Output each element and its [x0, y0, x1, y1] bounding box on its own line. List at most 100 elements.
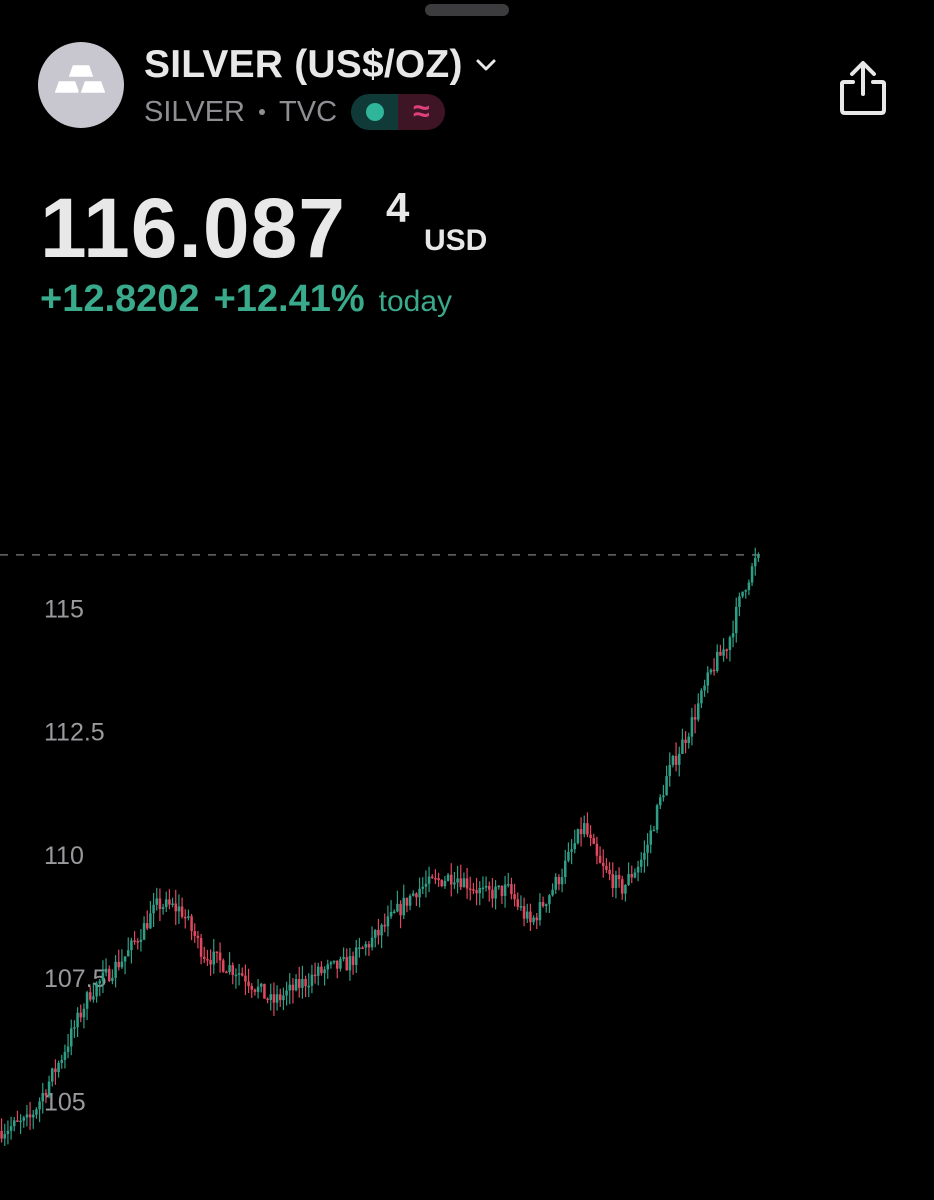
candle	[750, 562, 754, 586]
candle-body	[193, 931, 197, 936]
candle	[620, 875, 624, 900]
candle	[592, 833, 596, 845]
candle	[696, 693, 700, 722]
candle-body	[35, 1109, 38, 1115]
candle-body	[750, 566, 754, 583]
candle	[253, 988, 257, 996]
candle-body	[462, 878, 466, 888]
candle	[209, 949, 212, 976]
candle	[487, 881, 491, 902]
candle	[187, 909, 190, 921]
candle-body	[579, 829, 583, 835]
candle	[244, 964, 247, 996]
candle	[44, 1089, 48, 1104]
silver-bars-icon	[51, 62, 109, 96]
candle-body	[294, 979, 298, 991]
candle	[601, 849, 605, 878]
candle-body	[9, 1126, 13, 1131]
candle	[63, 1044, 67, 1069]
candle	[681, 728, 684, 755]
candle-body	[278, 994, 282, 1001]
candle	[92, 982, 95, 1003]
candle	[668, 752, 672, 787]
candle	[402, 884, 406, 920]
candle-body	[104, 968, 108, 973]
candle-body	[500, 885, 504, 896]
candle	[367, 941, 371, 956]
candle	[500, 885, 504, 904]
candle	[149, 900, 152, 929]
candle-body	[253, 989, 257, 992]
candle	[282, 987, 285, 1011]
candle-body	[449, 874, 453, 885]
candle-body	[636, 866, 640, 873]
candle	[342, 947, 345, 962]
candle-body	[259, 983, 263, 987]
candle	[247, 968, 250, 994]
candle-body	[111, 977, 114, 982]
candle-body	[19, 1120, 22, 1123]
candle-body	[548, 895, 551, 905]
candle	[437, 872, 440, 887]
candle	[60, 1054, 64, 1069]
candle	[285, 981, 288, 1006]
candle	[652, 825, 656, 832]
change-value: +12.8202	[40, 278, 200, 320]
candle	[611, 862, 615, 898]
candle-body	[586, 823, 589, 835]
candle-body	[677, 753, 681, 765]
candle	[624, 884, 627, 902]
candle-body	[386, 916, 390, 927]
candle-body	[323, 969, 326, 974]
candle	[272, 982, 276, 1016]
candle	[418, 877, 421, 908]
candle	[307, 973, 311, 998]
candle	[263, 983, 266, 999]
candle-body	[567, 851, 570, 861]
candle	[535, 912, 539, 930]
candle	[484, 876, 488, 892]
candle	[465, 867, 469, 899]
sheet-grabber-handle[interactable]	[425, 4, 509, 16]
candle-body	[475, 890, 478, 894]
candle-body	[706, 672, 710, 686]
symbol-title-dropdown[interactable]: SILVER (US$/OZ)	[144, 42, 497, 88]
market-status-badge[interactable]: ≈	[351, 94, 446, 130]
candle	[291, 977, 295, 1004]
candle-body	[741, 591, 744, 597]
candle-body	[0, 1130, 3, 1139]
candle-body	[76, 1012, 79, 1028]
candle-body	[738, 596, 741, 607]
candle	[323, 966, 326, 986]
candle	[120, 949, 124, 969]
candle	[145, 910, 149, 931]
candle	[0, 1118, 3, 1143]
candle-body	[715, 651, 719, 671]
candle	[339, 956, 342, 972]
candle-body	[168, 899, 171, 905]
candle-body	[88, 992, 92, 1000]
candle	[256, 979, 260, 999]
candle	[31, 1110, 35, 1129]
separator-dot	[259, 109, 266, 115]
share-icon[interactable]	[836, 58, 890, 118]
candle	[259, 982, 263, 993]
candle-body	[446, 874, 450, 881]
candle-body	[44, 1093, 48, 1096]
candle-body	[437, 878, 440, 881]
candle	[373, 929, 377, 948]
y-axis-tick-label: 112.5	[44, 719, 105, 747]
candle	[12, 1117, 16, 1132]
change-percent: +12.41%	[213, 278, 365, 320]
candle-body	[605, 866, 608, 870]
candle	[316, 962, 320, 986]
candle-body	[285, 990, 288, 996]
candle	[532, 915, 535, 926]
candle-body	[225, 971, 228, 974]
candle	[472, 882, 475, 895]
candle-body	[158, 898, 162, 909]
candle-body	[206, 958, 209, 961]
candle-body	[320, 966, 323, 974]
candle-body	[373, 929, 377, 938]
